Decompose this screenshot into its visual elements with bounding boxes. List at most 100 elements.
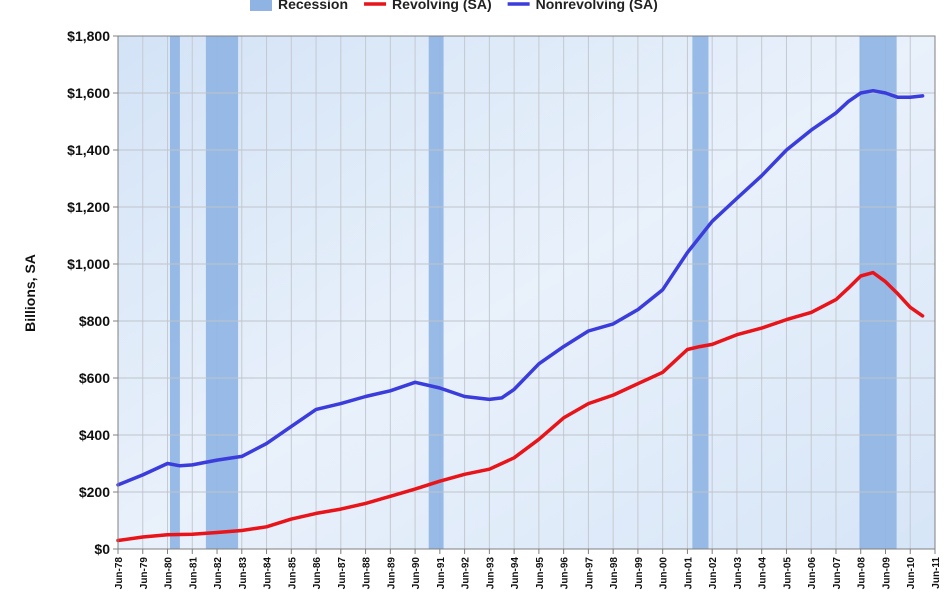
y-tick-label: $0 xyxy=(94,541,110,557)
data-point-revolving-sa xyxy=(686,348,689,351)
data-point-nonrevolving-sa xyxy=(785,148,788,152)
y-tick-label: $200 xyxy=(79,484,110,500)
data-point-nonrevolving-sa xyxy=(339,402,342,405)
data-point-revolving-sa xyxy=(463,473,466,476)
y-axis-title: Billions, SA xyxy=(22,254,38,332)
data-point-revolving-sa xyxy=(364,502,367,505)
y-tick-label: $1,200 xyxy=(67,199,110,215)
x-tick-label: Jun-11 xyxy=(931,557,942,589)
data-point-revolving-sa xyxy=(698,345,701,348)
x-tick-label: Jun-01 xyxy=(683,557,694,590)
x-tick-label: Jun-07 xyxy=(832,557,843,590)
data-point-nonrevolving-sa xyxy=(810,128,813,132)
x-tick-label: Jun-02 xyxy=(708,557,719,590)
recession-band xyxy=(428,36,444,549)
data-point-revolving-sa xyxy=(389,495,392,498)
data-point-revolving-sa xyxy=(265,525,268,528)
data-point-nonrevolving-sa xyxy=(438,386,441,390)
data-point-revolving-sa xyxy=(661,371,664,374)
x-tick-label: Jun-87 xyxy=(337,557,348,590)
axes: $0 $200 $400 $600 $800 $1,000 $1,200 $1,400 $1,6… xyxy=(67,28,942,589)
x-tick-label: Jun-82 xyxy=(213,557,224,590)
x-tick-label: Jun-94 xyxy=(510,557,521,590)
data-point-nonrevolving-sa xyxy=(314,408,318,411)
y-tick-label: $1,000 xyxy=(67,256,110,272)
x-tick-label: Jun-90 xyxy=(411,557,422,590)
x-tick-label: Jun-89 xyxy=(386,557,397,590)
data-point-nonrevolving-sa xyxy=(413,381,417,384)
legend: Recession Revolving (SA) Nonrevolving (SA) xyxy=(250,0,658,12)
x-tick-label: Jun-10 xyxy=(906,557,917,590)
x-tick-label: Jun-99 xyxy=(634,557,645,590)
x-tick-label: Jun-05 xyxy=(782,557,793,590)
x-tick-label: Jun-09 xyxy=(881,557,892,590)
x-tick-label: Jun-97 xyxy=(584,557,595,590)
data-point-nonrevolving-sa xyxy=(909,96,912,99)
data-point-revolving-sa xyxy=(191,533,194,536)
x-tick-label: Jun-79 xyxy=(139,557,150,590)
data-point-revolving-sa xyxy=(896,292,900,296)
data-point-nonrevolving-sa xyxy=(240,455,243,458)
recession-band xyxy=(692,36,709,549)
data-point-nonrevolving-sa xyxy=(364,395,367,398)
data-point-revolving-sa xyxy=(240,529,243,532)
x-tick-label: Jun-06 xyxy=(807,557,818,590)
x-tick-label: Jun-95 xyxy=(535,557,546,590)
data-point-nonrevolving-sa xyxy=(711,220,714,223)
data-point-nonrevolving-sa xyxy=(760,174,763,177)
x-tick-label: Jun-08 xyxy=(857,557,868,590)
x-tick-label: Jun-96 xyxy=(560,557,571,590)
data-point-revolving-sa xyxy=(859,274,862,278)
data-point-nonrevolving-sa xyxy=(215,458,219,462)
data-point-nonrevolving-sa xyxy=(512,388,516,391)
data-point-nonrevolving-sa xyxy=(735,197,739,200)
data-point-nonrevolving-sa xyxy=(488,398,491,401)
x-tick-label: Jun-03 xyxy=(733,557,744,590)
y-tick-label: $1,600 xyxy=(67,85,110,101)
y-tick-label: $800 xyxy=(79,313,110,329)
data-point-revolving-sa xyxy=(314,512,318,515)
plot-border xyxy=(117,35,936,550)
data-point-revolving-sa xyxy=(290,517,293,521)
x-tick-label: Jun-86 xyxy=(312,557,323,590)
data-point-revolving-sa xyxy=(921,314,924,318)
recession-band xyxy=(859,36,897,549)
plot-background xyxy=(118,36,935,549)
data-point-revolving-sa xyxy=(215,531,219,534)
y-tick-label: $600 xyxy=(79,370,110,386)
data-point-revolving-sa xyxy=(612,393,615,397)
y-tick-label: $400 xyxy=(79,427,110,443)
data-point-revolving-sa xyxy=(711,343,714,346)
data-point-revolving-sa xyxy=(587,402,590,405)
data-point-nonrevolving-sa xyxy=(871,89,875,92)
x-tick-label: Jun-81 xyxy=(188,557,199,590)
x-tick-label: Jun-88 xyxy=(362,557,373,590)
recession-band xyxy=(169,36,180,549)
data-point-nonrevolving-sa xyxy=(834,111,838,115)
data-point-revolving-sa xyxy=(884,280,887,283)
x-tick-label: Jun-92 xyxy=(461,557,472,590)
data-point-nonrevolving-sa xyxy=(686,251,689,254)
data-point-revolving-sa xyxy=(488,468,491,471)
data-point-revolving-sa xyxy=(339,507,342,511)
data-point-revolving-sa xyxy=(438,480,441,483)
x-tick-label: Jun-78 xyxy=(114,557,125,590)
data-point-revolving-sa xyxy=(847,287,850,290)
series-line-revolving-sa xyxy=(116,270,925,543)
data-point-revolving-sa xyxy=(810,311,813,314)
data-point-nonrevolving-sa xyxy=(587,329,590,333)
data-point-revolving-sa xyxy=(735,333,739,336)
data-point-revolving-sa xyxy=(636,382,640,385)
data-point-revolving-sa xyxy=(871,271,875,274)
x-tick-label: Jun-91 xyxy=(436,557,447,590)
data-point-revolving-sa xyxy=(413,487,417,491)
x-tick-label: Jun-83 xyxy=(238,557,249,590)
data-point-nonrevolving-sa xyxy=(884,91,887,95)
data-point-nonrevolving-sa xyxy=(562,345,565,348)
data-point-nonrevolving-sa xyxy=(896,96,900,99)
data-point-nonrevolving-sa xyxy=(191,463,194,467)
data-point-nonrevolving-sa xyxy=(178,464,182,467)
data-point-revolving-sa xyxy=(512,456,516,459)
